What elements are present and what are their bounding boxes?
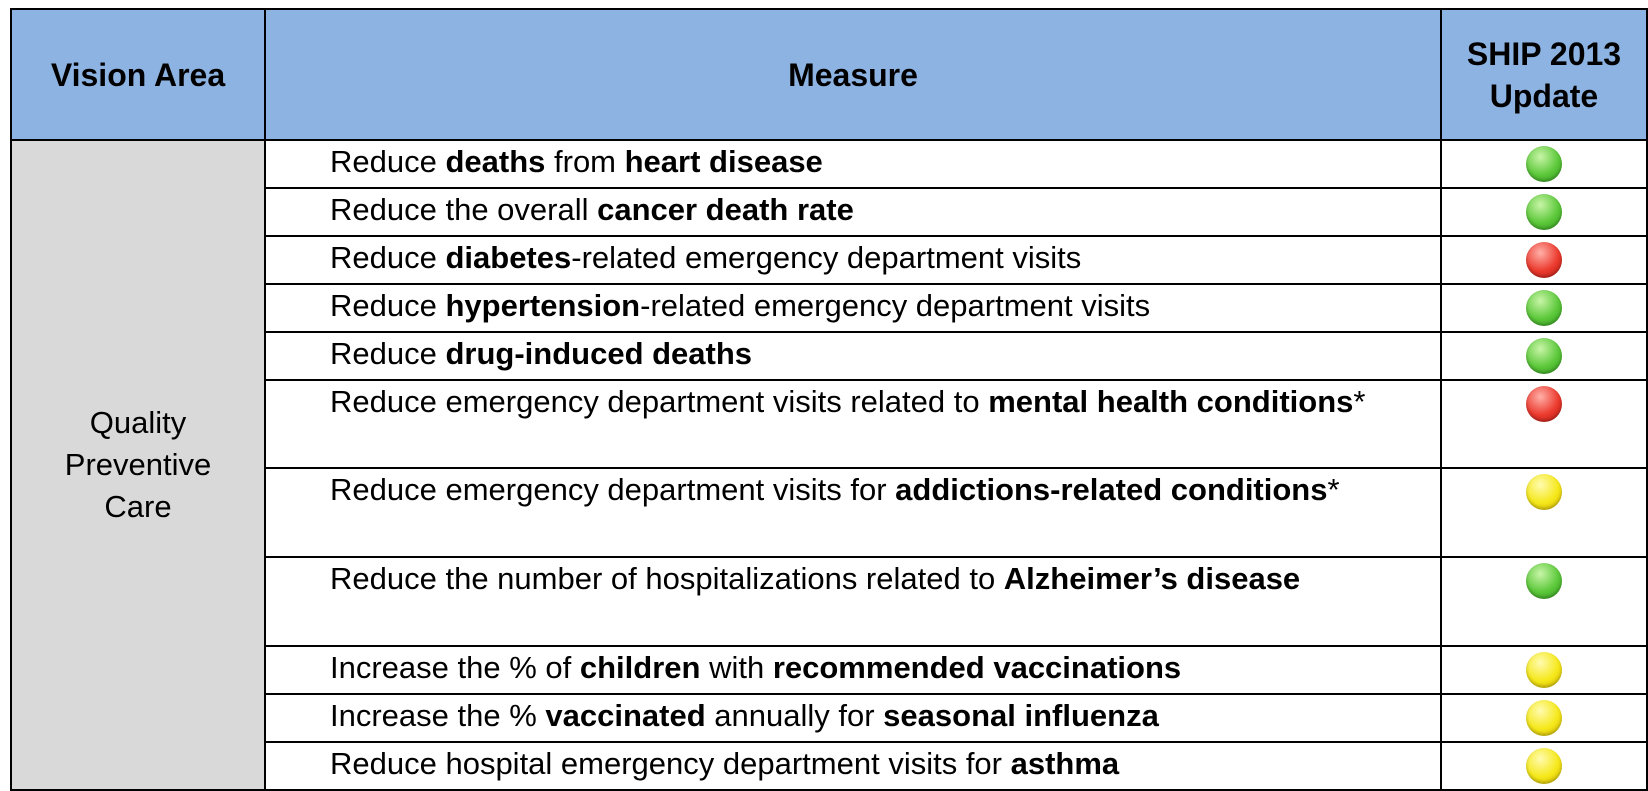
measures-table: Vision Area Measure SHIP 2013 Update Quali… bbox=[10, 8, 1648, 791]
measure-text: drug-induced deaths bbox=[445, 336, 753, 371]
table-row: Reduce diabetes-related emergency depart… bbox=[11, 235, 1648, 285]
measure-text: Reduce emergency department visits relat… bbox=[330, 384, 989, 419]
measure-cell: Reduce emergency department visits for a… bbox=[264, 467, 1442, 558]
measure-text: with bbox=[700, 650, 773, 685]
header-cell: Measure bbox=[264, 8, 1442, 141]
status-cell bbox=[1440, 139, 1648, 189]
measure-text: -related emergency department visits bbox=[640, 288, 1151, 323]
table-row: Reduce emergency department visits for a… bbox=[11, 467, 1648, 558]
status-cell bbox=[1440, 556, 1648, 647]
measure-cell: Reduce deaths from heart disease bbox=[264, 139, 1442, 189]
measure-text: Reduce the overall bbox=[330, 192, 598, 227]
measure-text: asthma bbox=[1010, 746, 1120, 781]
measure-text: mental health conditions bbox=[988, 384, 1354, 419]
table-row: Reduce the number of hospitalizations re… bbox=[11, 556, 1648, 647]
table-row: Reduce drug-induced deaths bbox=[11, 331, 1648, 381]
status-indicator bbox=[1526, 474, 1562, 510]
measure-text: from bbox=[545, 144, 625, 179]
status-cell bbox=[1440, 331, 1648, 381]
measure-text: recommended vaccinations bbox=[772, 650, 1182, 685]
status-cell bbox=[1440, 187, 1648, 237]
table-row: Reduce hypertension-related emergency de… bbox=[11, 283, 1648, 333]
measure-text: Reduce emergency department visits for bbox=[330, 472, 896, 507]
table-row: Reduce the overall cancer death rate bbox=[11, 187, 1648, 237]
table-row: Increase the % vaccinated annually for s… bbox=[11, 693, 1648, 743]
measure-text: vaccinated bbox=[545, 698, 706, 733]
measure-text: cancer death rate bbox=[597, 192, 854, 227]
measure-cell: Increase the % of children with recommen… bbox=[264, 645, 1442, 695]
status-indicator bbox=[1526, 748, 1562, 784]
measure-cell: Reduce drug-induced deaths bbox=[264, 331, 1442, 381]
measure-text: Reduce bbox=[330, 336, 446, 371]
status-cell bbox=[1440, 283, 1648, 333]
measure-cell: Reduce the overall cancer death rate bbox=[264, 187, 1442, 237]
measure-cell: Reduce diabetes-related emergency depart… bbox=[264, 235, 1442, 285]
measure-cell: Reduce hypertension-related emergency de… bbox=[264, 283, 1442, 333]
measure-text: addictions-related conditions bbox=[895, 472, 1328, 507]
measure-text: * bbox=[1353, 384, 1366, 419]
table-row: Increase the % of children with recommen… bbox=[11, 645, 1648, 695]
status-cell bbox=[1440, 235, 1648, 285]
measure-text: Increase the % of bbox=[330, 650, 580, 685]
measure-text: Reduce the number of hospitalizations re… bbox=[330, 561, 1004, 596]
measure-cell: Reduce the number of hospitalizations re… bbox=[264, 556, 1442, 647]
page: Vision Area Measure SHIP 2013 Update Quali… bbox=[10, 8, 1648, 791]
measure-text: annually for bbox=[705, 698, 884, 733]
status-indicator bbox=[1526, 700, 1562, 736]
measure-text: deaths bbox=[445, 144, 546, 179]
table-row: Quality Preventive Care Reduce deaths fro… bbox=[10, 139, 1648, 791]
status-indicator bbox=[1526, 386, 1562, 422]
measure-text: Reduce hospital emergency department vis… bbox=[330, 746, 1011, 781]
vision-area-cell: Quality Preventive Care bbox=[10, 139, 266, 791]
status-indicator bbox=[1526, 194, 1562, 230]
measure-text: -related emergency department visits bbox=[571, 240, 1082, 275]
measure-cell: Reduce emergency department visits relat… bbox=[264, 379, 1442, 469]
measure-cell: Increase the % vaccinated annually for s… bbox=[264, 693, 1442, 743]
measure-text: Reduce bbox=[330, 288, 446, 323]
measure-text: diabetes bbox=[445, 240, 572, 275]
header-cell: SHIP 2013 Update bbox=[1440, 8, 1648, 141]
measure-cell: Reduce hospital emergency department vis… bbox=[264, 741, 1442, 791]
measure-text: children bbox=[579, 650, 701, 685]
table-row: Reduce emergency department visits relat… bbox=[11, 379, 1648, 469]
status-cell bbox=[1440, 693, 1648, 743]
measure-text: Reduce bbox=[330, 144, 446, 179]
status-indicator bbox=[1526, 652, 1562, 688]
status-indicator bbox=[1526, 242, 1562, 278]
status-indicator bbox=[1526, 290, 1562, 326]
status-cell bbox=[1440, 741, 1648, 791]
measure-text: * bbox=[1327, 472, 1340, 507]
status-indicator bbox=[1526, 338, 1562, 374]
measure-text: hypertension bbox=[445, 288, 641, 323]
status-indicator bbox=[1526, 563, 1562, 599]
measure-text: heart disease bbox=[624, 144, 823, 179]
header-row: Vision Area Measure SHIP 2013 Update bbox=[10, 8, 1648, 141]
status-cell bbox=[1440, 379, 1648, 469]
header-cell: Vision Area bbox=[10, 8, 266, 141]
measure-text: Reduce bbox=[330, 240, 446, 275]
measure-text: Alzheimer’s disease bbox=[1003, 561, 1301, 596]
status-indicator bbox=[1526, 146, 1562, 182]
measure-text: Increase the % bbox=[330, 698, 546, 733]
measure-text: seasonal influenza bbox=[883, 698, 1159, 733]
status-cell bbox=[1440, 645, 1648, 695]
table-body: Quality Preventive Care Reduce deaths fro… bbox=[10, 139, 1648, 791]
status-cell bbox=[1440, 467, 1648, 558]
